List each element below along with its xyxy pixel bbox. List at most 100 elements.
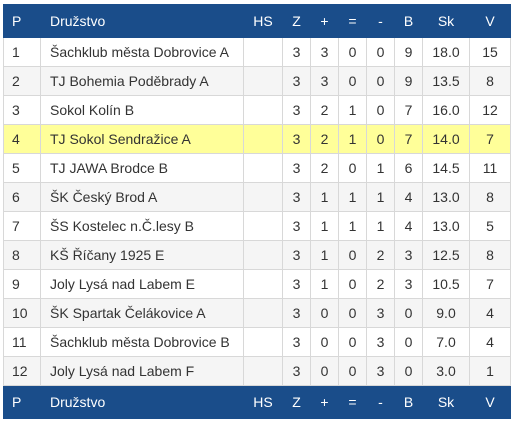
table-row[interactable]: 5 TJ JAWA Brodce B 3 2 0 1 6 14.5 11: [3, 153, 511, 183]
cell-games: 3: [282, 240, 311, 270]
cell-points: 4: [394, 211, 423, 241]
cell-points: 0: [394, 327, 423, 357]
cell-points: 0: [394, 356, 423, 386]
table-footer: P Družstvo HS Z + = - B Sk V: [3, 385, 511, 419]
cell-team: KŠ Říčany 1925 E: [40, 240, 244, 270]
cell-position: 3: [3, 95, 41, 125]
cell-hs: [243, 269, 283, 299]
cell-points: 3: [394, 240, 423, 270]
footer-losses[interactable]: -: [366, 385, 395, 419]
header-losses[interactable]: -: [366, 4, 395, 38]
cell-score: 18.0: [422, 37, 470, 67]
cell-hs: [243, 37, 283, 67]
table-row[interactable]: 7 ŠS Kostelec n.Č.lesy B 3 1 1 1 4 13.0 5: [3, 211, 511, 241]
cell-team: Joly Lysá nad Labem E: [40, 269, 244, 299]
table-row[interactable]: 11 Šachklub města Dobrovice B 3 0 0 3 0 7.0 4: [3, 327, 511, 357]
cell-team: Sokol Kolín B: [40, 95, 244, 125]
table-header: P Družstvo HS Z + = - B Sk V: [3, 4, 511, 38]
cell-v: 4: [469, 327, 511, 357]
table-body: 1 Šachklub města Dobrovice A 3 3 0 0 9 18.0 15 2 T…: [3, 37, 511, 386]
cell-games: 3: [282, 356, 311, 386]
table-row[interactable]: 2 TJ Bohemia Poděbrady A 3 3 0 0 9 13.5 8: [3, 66, 511, 96]
cell-wins: 2: [310, 124, 339, 154]
cell-hs: [243, 153, 283, 183]
cell-games: 3: [282, 182, 311, 212]
cell-position: 9: [3, 269, 41, 299]
cell-draws: 0: [338, 356, 367, 386]
cell-team: TJ Sokol Sendražice A: [40, 124, 244, 154]
cell-games: 3: [282, 327, 311, 357]
cell-v: 5: [469, 211, 511, 241]
cell-losses: 0: [366, 37, 395, 67]
cell-position: 7: [3, 211, 41, 241]
header-points[interactable]: B: [394, 4, 423, 38]
cell-points: 6: [394, 153, 423, 183]
table-row[interactable]: 6 ŠK Český Brod A 3 1 1 1 4 13.0 8: [3, 182, 511, 212]
cell-team: ŠK Český Brod A: [40, 182, 244, 212]
cell-score: 13.5: [422, 66, 470, 96]
table-row[interactable]: 4 TJ Sokol Sendražice A 3 2 1 0 7 14.0 7: [3, 124, 511, 154]
cell-losses: 1: [366, 153, 395, 183]
footer-draws[interactable]: =: [338, 385, 367, 419]
cell-hs: [243, 298, 283, 328]
cell-hs: [243, 327, 283, 357]
cell-team: Šachklub města Dobrovice B: [40, 327, 244, 357]
header-games[interactable]: Z: [282, 4, 311, 38]
cell-hs: [243, 240, 283, 270]
cell-team: Šachklub města Dobrovice A: [40, 37, 244, 67]
cell-score: 13.0: [422, 182, 470, 212]
cell-team: ŠK Spartak Čelákovice A: [40, 298, 244, 328]
table-row[interactable]: 8 KŠ Říčany 1925 E 3 1 0 2 3 12.5 8: [3, 240, 511, 270]
cell-losses: 0: [366, 66, 395, 96]
footer-v[interactable]: V: [469, 385, 511, 419]
cell-team: TJ Bohemia Poděbrady A: [40, 66, 244, 96]
footer-points[interactable]: B: [394, 385, 423, 419]
cell-draws: 0: [338, 66, 367, 96]
footer-position[interactable]: P: [3, 385, 41, 419]
cell-losses: 2: [366, 269, 395, 299]
header-score[interactable]: Sk: [422, 4, 470, 38]
cell-draws: 0: [338, 298, 367, 328]
header-draws[interactable]: =: [338, 4, 367, 38]
cell-score: 3.0: [422, 356, 470, 386]
footer-team[interactable]: Družstvo: [40, 385, 244, 419]
footer-wins[interactable]: +: [310, 385, 339, 419]
table-row[interactable]: 10 ŠK Spartak Čelákovice A 3 0 0 3 0 9.0 4: [3, 298, 511, 328]
cell-draws: 0: [338, 269, 367, 299]
cell-losses: 0: [366, 124, 395, 154]
cell-draws: 1: [338, 182, 367, 212]
header-hs[interactable]: HS: [243, 4, 283, 38]
cell-position: 2: [3, 66, 41, 96]
cell-games: 3: [282, 37, 311, 67]
table-row[interactable]: 12 Joly Lysá nad Labem F 3 0 0 3 0 3.0 1: [3, 356, 511, 386]
footer-row: P Družstvo HS Z + = - B Sk V: [3, 385, 511, 419]
cell-losses: 1: [366, 182, 395, 212]
cell-score: 9.0: [422, 298, 470, 328]
table-row[interactable]: 3 Sokol Kolín B 3 2 1 0 7 16.0 12: [3, 95, 511, 125]
standings-table: P Družstvo HS Z + = - B Sk V 1 Šachklub m…: [3, 4, 511, 419]
footer-hs[interactable]: HS: [243, 385, 283, 419]
cell-hs: [243, 211, 283, 241]
cell-games: 3: [282, 153, 311, 183]
cell-wins: 0: [310, 327, 339, 357]
footer-score[interactable]: Sk: [422, 385, 470, 419]
cell-team: ŠS Kostelec n.Č.lesy B: [40, 211, 244, 241]
cell-draws: 0: [338, 37, 367, 67]
table-row[interactable]: 1 Šachklub města Dobrovice A 3 3 0 0 9 18.0 15: [3, 37, 511, 67]
header-v[interactable]: V: [469, 4, 511, 38]
footer-games[interactable]: Z: [282, 385, 311, 419]
cell-v: 7: [469, 269, 511, 299]
cell-hs: [243, 356, 283, 386]
header-position[interactable]: P: [3, 4, 41, 38]
cell-wins: 1: [310, 211, 339, 241]
cell-position: 8: [3, 240, 41, 270]
cell-wins: 1: [310, 269, 339, 299]
cell-wins: 2: [310, 153, 339, 183]
table-row[interactable]: 9 Joly Lysá nad Labem E 3 1 0 2 3 10.5 7: [3, 269, 511, 299]
header-team[interactable]: Družstvo: [40, 4, 244, 38]
cell-points: 7: [394, 95, 423, 125]
header-wins[interactable]: +: [310, 4, 339, 38]
cell-wins: 0: [310, 356, 339, 386]
cell-v: 4: [469, 298, 511, 328]
cell-score: 12.5: [422, 240, 470, 270]
